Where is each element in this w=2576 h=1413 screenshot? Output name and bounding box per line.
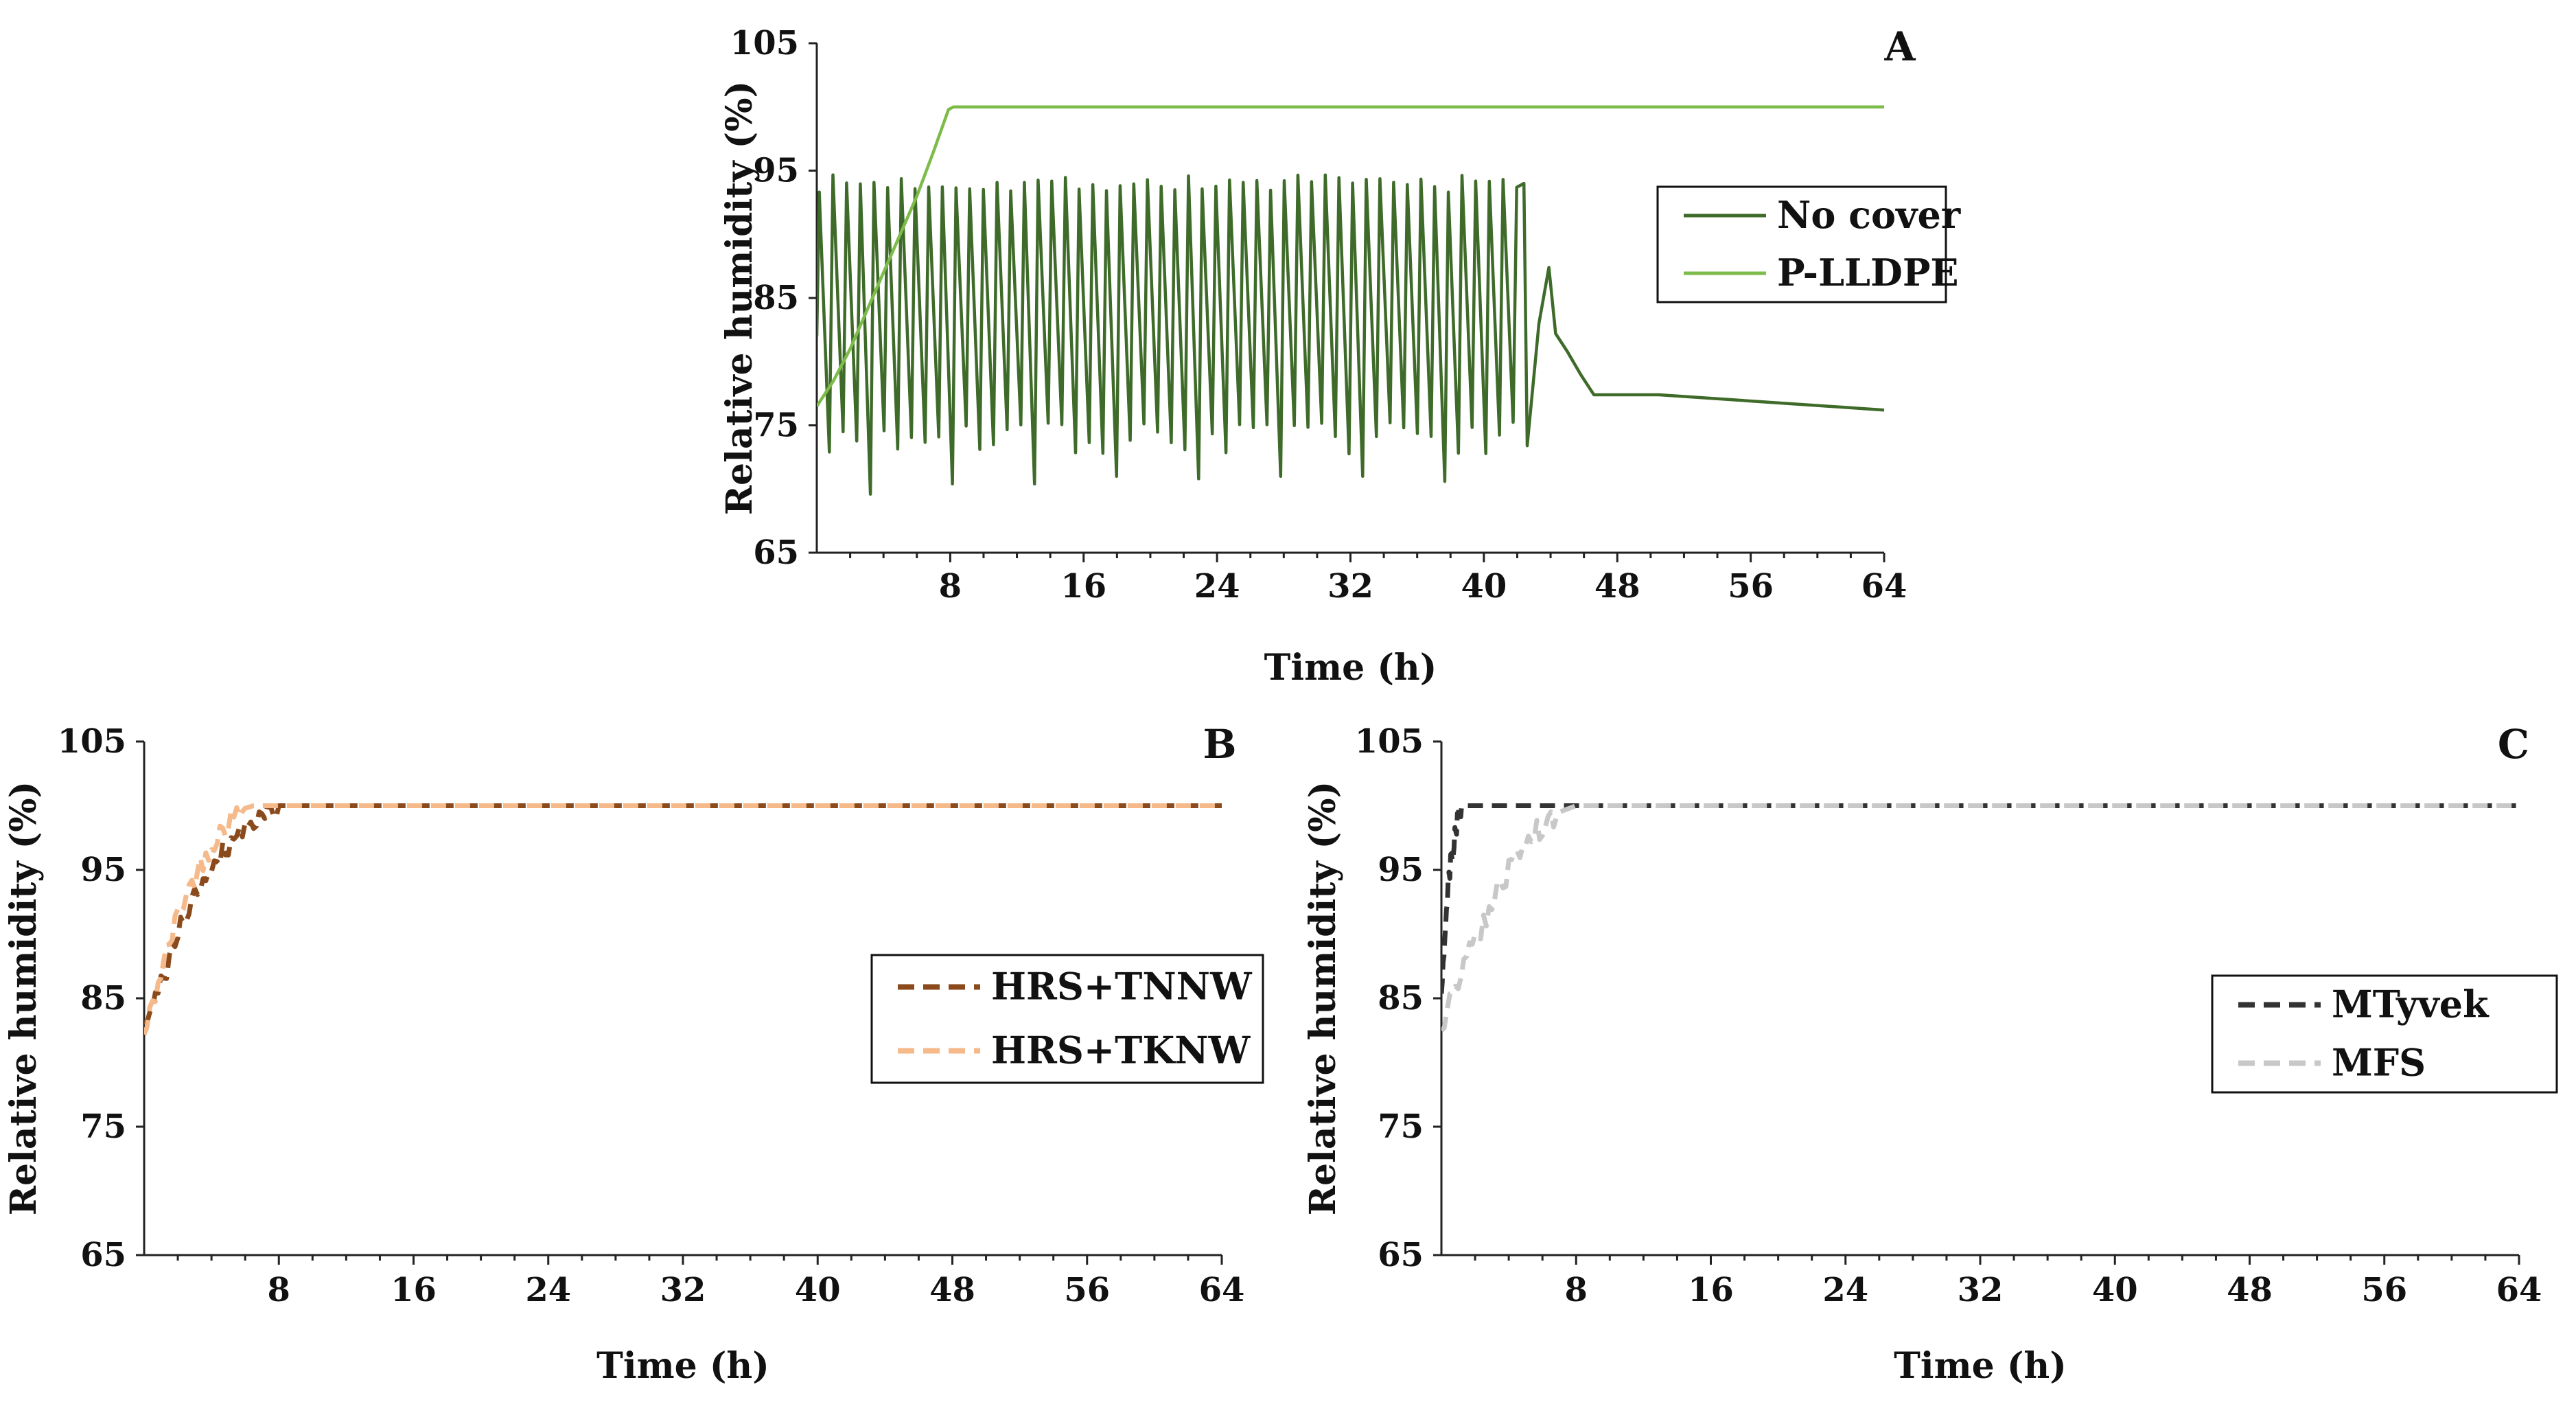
x-tick-label: 64 (1199, 1271, 1245, 1309)
legend-label: P-LLDPE (1777, 251, 1959, 295)
x-axis-title: Time (h) (596, 1345, 769, 1387)
x-tick-label: 48 (929, 1271, 975, 1309)
legend-label: No cover (1777, 193, 1961, 237)
x-tick-label: 24 (525, 1271, 571, 1309)
series-hrs-tnnw-line (144, 803, 1222, 1025)
legend: MTyvek MFS (2211, 974, 2558, 1094)
x-axis-title: Time (h) (1894, 1345, 2067, 1387)
legend: HRS+TNNW HRS+TKNW (870, 954, 1264, 1084)
y-tick-label: 75 (753, 406, 799, 445)
y-axis-title: Relative humidity (%) (3, 781, 45, 1215)
y-tick-label: 95 (753, 152, 799, 190)
panel-a: 65 75 85 95 105 8 16 24 32 40 48 56 64 Time (h) Relati… (719, 23, 1961, 689)
y-tick-label: 95 (80, 851, 126, 889)
legend-box (870, 954, 1264, 1084)
panel-label: C (2498, 721, 2529, 768)
series-p-lldpe-line (817, 105, 1884, 407)
x-tick-label: 16 (391, 1271, 437, 1309)
panel-label: A (1883, 23, 1916, 70)
legend-label: HRS+TNNW (991, 965, 1253, 1009)
y-tick-label: 105 (58, 722, 126, 761)
series-mtyvek-line (1441, 803, 2519, 994)
x-tick-label: 32 (660, 1271, 706, 1309)
legend: No cover P-LLDPE (1656, 185, 1961, 303)
y-tick-label: 75 (80, 1107, 126, 1146)
y-tick-label: 65 (1378, 1236, 1424, 1274)
y-axis-title: Relative humidity (%) (719, 81, 761, 515)
y-tick-label: 75 (1378, 1107, 1424, 1146)
x-tick-label: 8 (939, 567, 962, 606)
y-tick-label: 105 (730, 24, 799, 62)
x-tick-label: 16 (1688, 1271, 1734, 1309)
legend-label: MFS (2332, 1041, 2426, 1085)
panel-c: 65 75 85 95 105 8 16 24 32 40 48 56 64 Time (h) Relati… (1302, 721, 2558, 1387)
series-hrs-tknw-line (144, 803, 1222, 1035)
x-tick-label: 56 (1064, 1271, 1110, 1309)
y-tick-label: 95 (1378, 851, 1424, 889)
x-tick-label: 24 (1822, 1271, 1868, 1309)
y-tick-label: 85 (1378, 979, 1424, 1018)
x-tick-label: 8 (268, 1271, 290, 1309)
x-tick-label: 40 (2092, 1271, 2138, 1309)
x-tick-label: 64 (2496, 1271, 2542, 1309)
legend-box (2211, 974, 2558, 1094)
y-tick-label: 85 (753, 279, 799, 317)
x-tick-label: 24 (1194, 567, 1240, 606)
y-tick-label: 65 (753, 533, 799, 572)
y-tick-label: 85 (80, 979, 126, 1018)
x-tick-label: 56 (2361, 1271, 2407, 1309)
x-tick-label: 8 (1565, 1271, 1588, 1309)
x-tick-label: 40 (795, 1271, 841, 1309)
x-axis-title: Time (h) (1264, 647, 1437, 689)
x-tick-label: 56 (1728, 567, 1774, 606)
panel-b: 65 75 85 95 105 8 16 24 32 40 48 56 64 Time (h) Relati… (3, 721, 1264, 1387)
panel-label: B (1203, 721, 1236, 768)
series-no-cover-line (817, 173, 1885, 496)
y-tick-label: 65 (80, 1236, 126, 1274)
x-tick-label: 32 (1327, 567, 1373, 606)
x-tick-label: 48 (1594, 567, 1640, 606)
x-tick-label: 16 (1060, 567, 1106, 606)
series-mfs-line (1441, 803, 2519, 1033)
y-tick-label: 105 (1355, 722, 1424, 761)
x-tick-label: 48 (2227, 1271, 2273, 1309)
x-tick-label: 64 (1861, 567, 1907, 606)
x-tick-label: 32 (1958, 1271, 2004, 1309)
x-tick-label: 40 (1461, 567, 1507, 606)
legend-box (1656, 185, 1947, 303)
legend-label: HRS+TKNW (991, 1029, 1251, 1072)
legend-label: MTyvek (2332, 983, 2490, 1026)
y-axis-title: Relative humidity (%) (1302, 781, 1344, 1215)
